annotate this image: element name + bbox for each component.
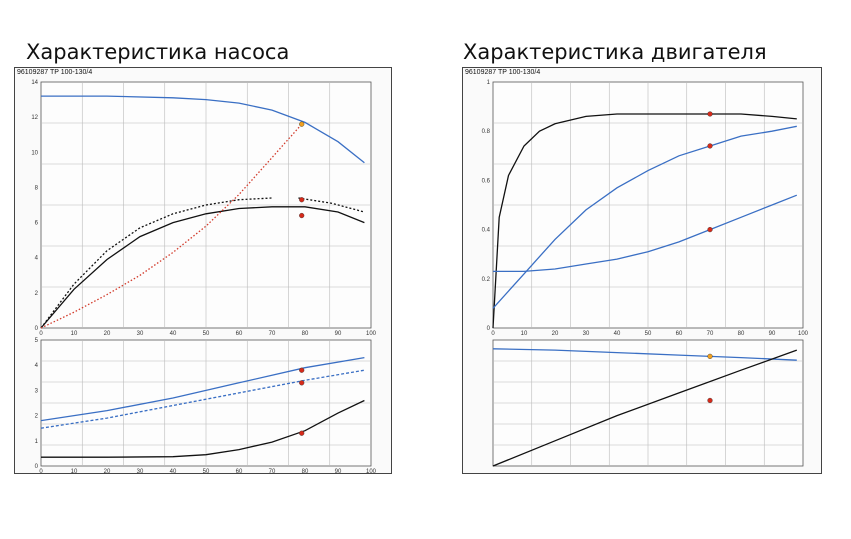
y-tick-label: 14: [31, 80, 38, 86]
duty-point-marker: [299, 380, 305, 386]
y-tick-label: 0: [35, 464, 39, 470]
x-tick-label: 40: [170, 469, 177, 473]
x-tick-label: 10: [71, 469, 78, 473]
series-line-0: [492, 113, 797, 329]
duty-point-marker: [707, 111, 713, 117]
duty-point-marker: [299, 197, 305, 203]
duty-point-marker: [299, 121, 305, 127]
x-tick-label: 80: [738, 331, 745, 337]
x-tick-label: 90: [335, 331, 342, 337]
x-tick-label: 40: [614, 331, 621, 337]
x-tick-label: 30: [583, 331, 590, 337]
series-line-1: [40, 206, 365, 329]
chart-3: [492, 339, 804, 467]
x-tick-label: 60: [236, 469, 243, 473]
series-line-4: [298, 197, 365, 213]
duty-point-marker: [707, 353, 713, 359]
x-tick-label: 100: [366, 331, 377, 337]
x-tick-label: 0: [491, 331, 495, 337]
x-tick-label: 60: [236, 331, 243, 337]
duty-point-marker: [299, 430, 305, 436]
y-tick-label: 0.2: [482, 277, 491, 283]
chart-0: 0 2 4 6 8 10 12 14 0 10 20 30 40 50 60 70 80 90 100: [31, 80, 376, 337]
duty-point-marker: [299, 212, 305, 219]
x-tick-label: 10: [71, 331, 78, 337]
series-line-0: [41, 95, 365, 164]
x-tick-label: 70: [269, 331, 276, 337]
duty-point-marker: [299, 367, 305, 373]
y-tick-label: 0: [35, 326, 39, 332]
x-tick-label: 30: [137, 469, 144, 473]
x-tick-label: 70: [707, 331, 714, 337]
series-line-0: [492, 348, 797, 361]
series-line-1: [492, 125, 797, 309]
y-tick-label: 0: [487, 326, 491, 332]
x-tick-label: 90: [335, 469, 342, 473]
y-tick-label: 0.6: [482, 178, 491, 184]
y-tick-label: 4: [35, 363, 39, 369]
x-tick-label: 100: [366, 469, 377, 473]
series-line-0: [40, 356, 365, 422]
x-tick-label: 0: [39, 469, 43, 473]
series-line-2: [41, 399, 365, 458]
x-tick-label: 40: [170, 331, 177, 337]
y-tick-label: 8: [35, 185, 39, 191]
x-tick-label: 50: [203, 469, 210, 473]
y-tick-label: 1: [487, 80, 491, 86]
x-tick-label: 60: [676, 331, 683, 337]
motor-panel-id: 96109287 TP 100-130/4: [465, 69, 541, 76]
x-tick-label: 30: [137, 331, 144, 337]
x-tick-label: 20: [552, 331, 559, 337]
x-tick-label: 10: [521, 331, 528, 337]
motor-charts-svg: 00.20.40.60.810 10 20 30 40 50 60 70 80 90 100: [482, 80, 809, 467]
x-tick-label: 100: [798, 331, 809, 337]
y-tick-label: 2: [35, 414, 39, 420]
x-tick-label: 80: [302, 469, 309, 473]
duty-point-marker: [707, 397, 713, 404]
series-line-2: [493, 194, 798, 273]
series-line-1: [492, 349, 798, 467]
y-tick-label: 1: [35, 439, 39, 445]
x-tick-label: 80: [302, 331, 309, 337]
duty-point-marker: [707, 143, 713, 149]
y-tick-label: 6: [35, 221, 39, 227]
y-tick-label: 2: [35, 291, 39, 297]
x-tick-label: 20: [104, 331, 111, 337]
chart-2: 00.20.40.60.810 10 20 30 40 50 60 70 80 90 100: [482, 80, 809, 337]
pump-panel-id: 96109287 TP 100-130/4: [17, 69, 93, 76]
motor-chart-panel: 96109287 TP 100-130/4 0 0.2 0.4 0.6 0.8 1 0 10 2…: [462, 67, 822, 474]
x-tick-label: 50: [203, 331, 210, 337]
x-tick-label: 70: [269, 469, 276, 473]
y-tick-label: 3: [35, 388, 39, 394]
x-tick-label: 50: [645, 331, 652, 337]
pump-characteristic-heading: Характеристика насоса: [26, 40, 290, 64]
x-tick-label: 90: [769, 331, 776, 337]
series-line-3: [40, 123, 303, 329]
y-tick-label: 10: [31, 150, 38, 156]
x-tick-label: 0: [39, 331, 43, 337]
y-tick-label: 5: [35, 338, 39, 344]
motor-characteristic-heading: Характеристика двигателя: [463, 40, 767, 64]
series-line-1: [40, 369, 365, 429]
duty-point-marker: [707, 227, 713, 233]
x-tick-label: 20: [104, 469, 111, 473]
pump-chart-panel: 96109287 TP 100-130/4 0 2 4 6 8 10 12 14 0 10 20 30…: [14, 67, 392, 475]
y-tick-label: 4: [35, 256, 39, 262]
y-tick-label: 0.4: [482, 228, 491, 234]
y-tick-label: 12: [31, 115, 38, 121]
y-tick-label: 0.8: [482, 129, 491, 135]
